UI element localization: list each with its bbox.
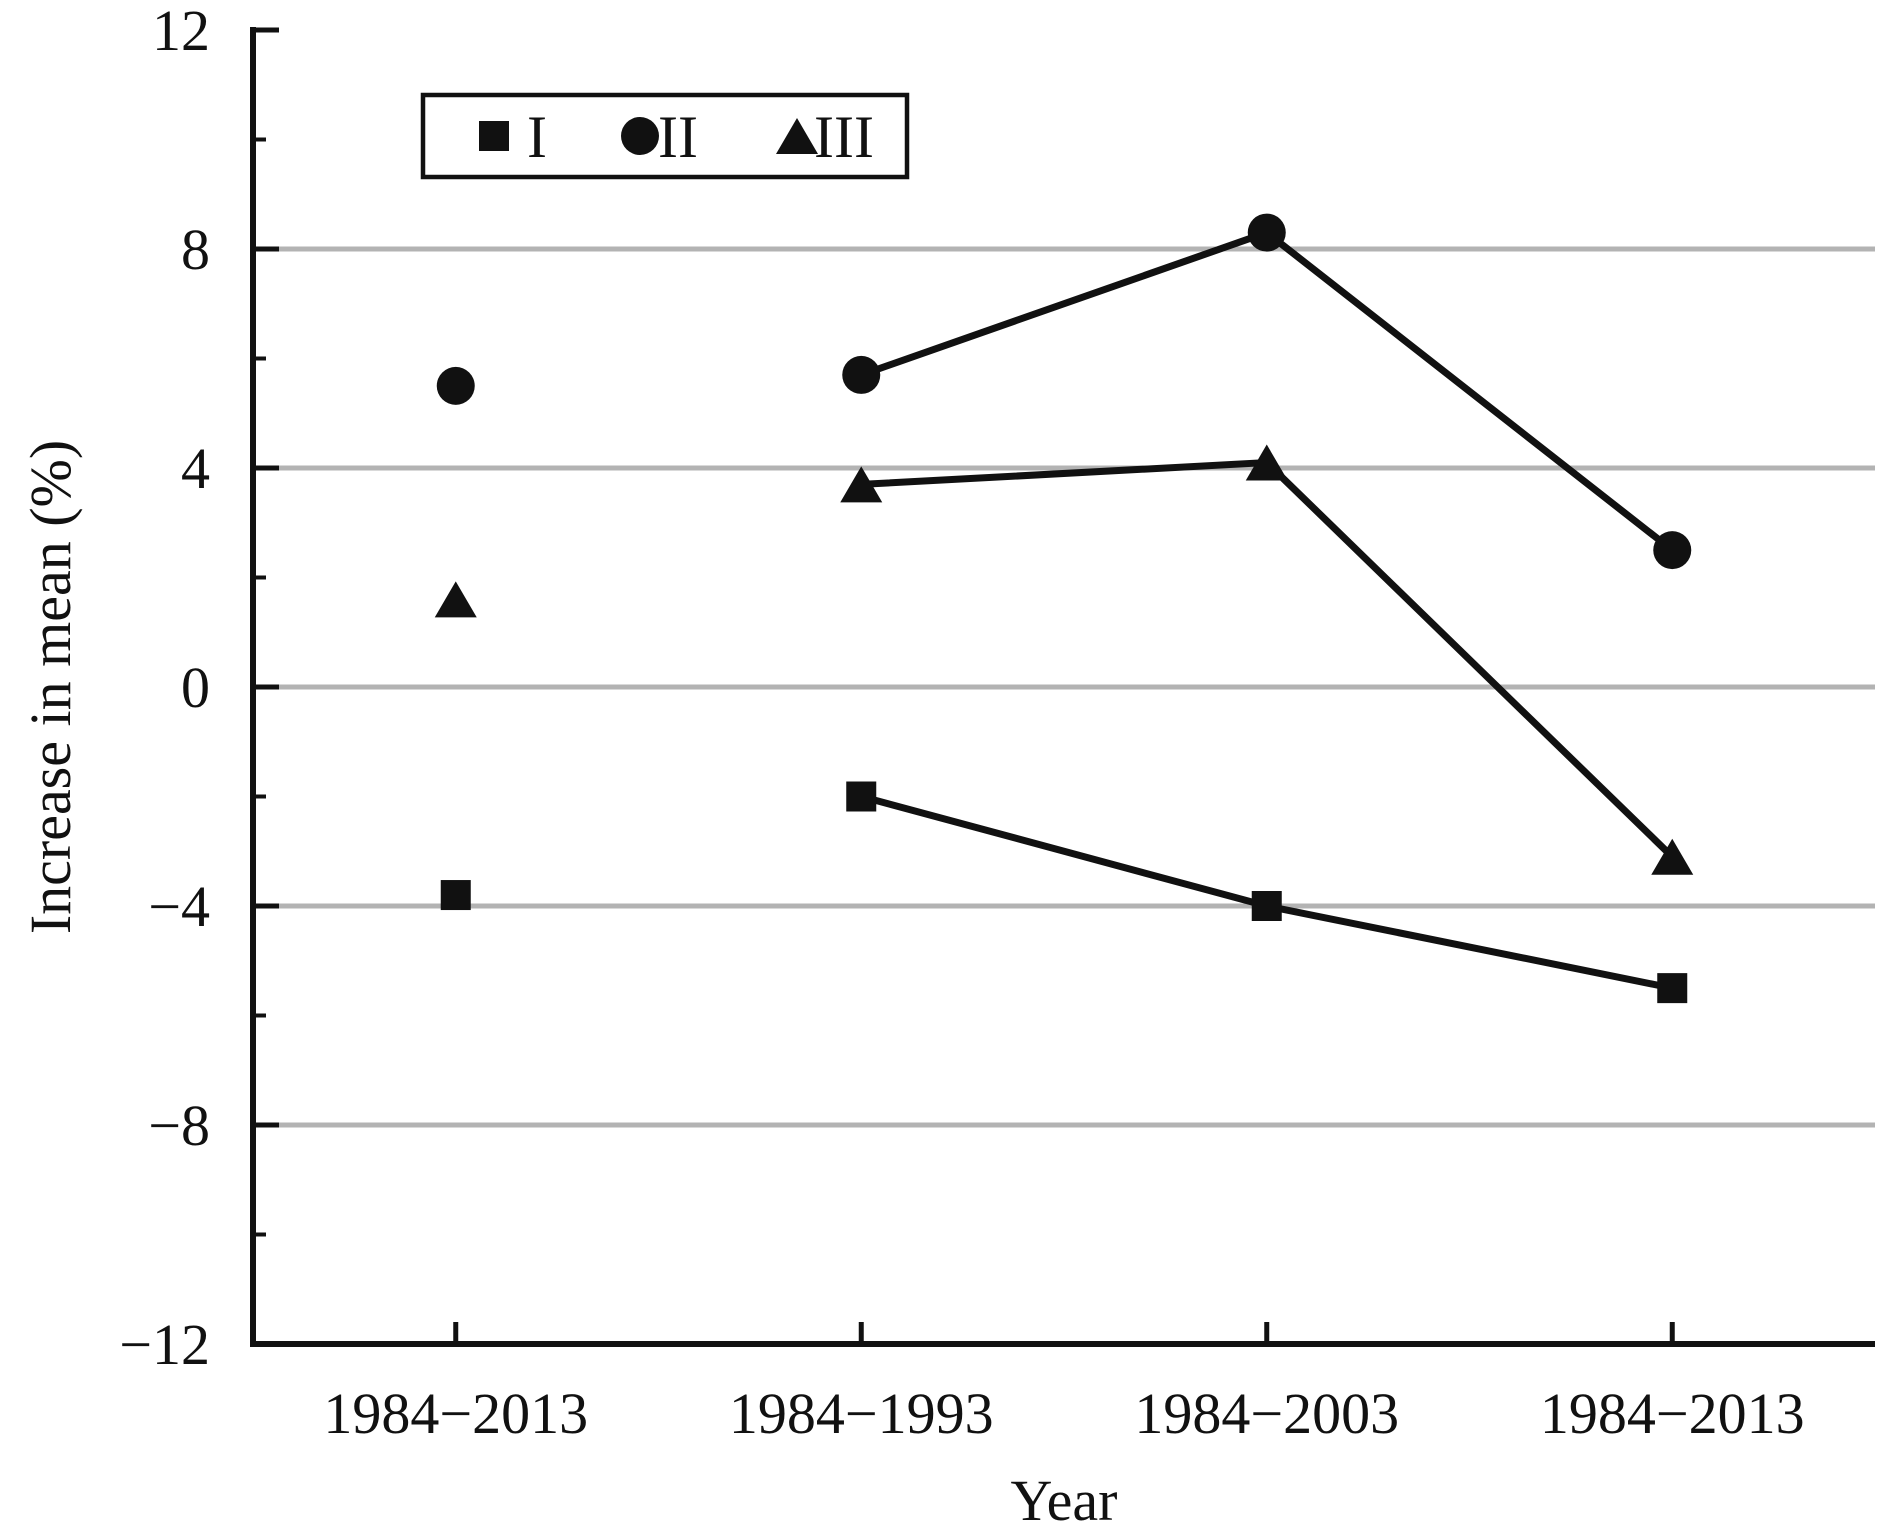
x-tick-label: 1984−1993	[729, 1381, 994, 1446]
series-II-marker	[842, 355, 881, 394]
series-III-marker	[1651, 838, 1694, 875]
y-tick-label: 8	[181, 217, 210, 282]
legend-marker-triangle	[776, 118, 818, 154]
series-III-marker	[840, 466, 883, 503]
series-I-marker	[440, 880, 471, 911]
legend-label-I: I	[527, 104, 547, 170]
series-II-marker	[1247, 213, 1286, 252]
y-tick-label: −4	[148, 874, 210, 939]
x-tick-label: 1984−2013	[323, 1381, 588, 1446]
legend-marker-square	[479, 121, 509, 151]
x-tick-label: 1984−2003	[1134, 1381, 1399, 1446]
series-I-marker	[846, 781, 877, 812]
y-tick-label: 0	[181, 655, 210, 720]
series-III-marker	[1245, 444, 1288, 481]
legend-label-II: II	[658, 104, 698, 170]
series-I-marker	[1251, 891, 1282, 921]
series-II-marker	[1653, 531, 1692, 570]
y-axis-title: Increase in mean (%)	[18, 440, 83, 934]
series-II-marker	[436, 366, 475, 405]
series-II-line	[860, 228, 1675, 553]
series-I-marker	[1657, 973, 1688, 1004]
y-tick-label: −12	[119, 1312, 210, 1377]
x-axis-title: Year	[1011, 1468, 1118, 1527]
legend-label-III: III	[814, 104, 874, 170]
series-III-marker	[434, 581, 477, 618]
y-tick-label: −8	[148, 1093, 210, 1158]
x-tick-label: 1984−2013	[1540, 1381, 1805, 1446]
legend-marker-circle	[621, 117, 659, 155]
y-tick-label: 4	[181, 436, 210, 501]
y-tick-label: 12	[152, 0, 210, 63]
series-III-line	[861, 458, 1675, 860]
